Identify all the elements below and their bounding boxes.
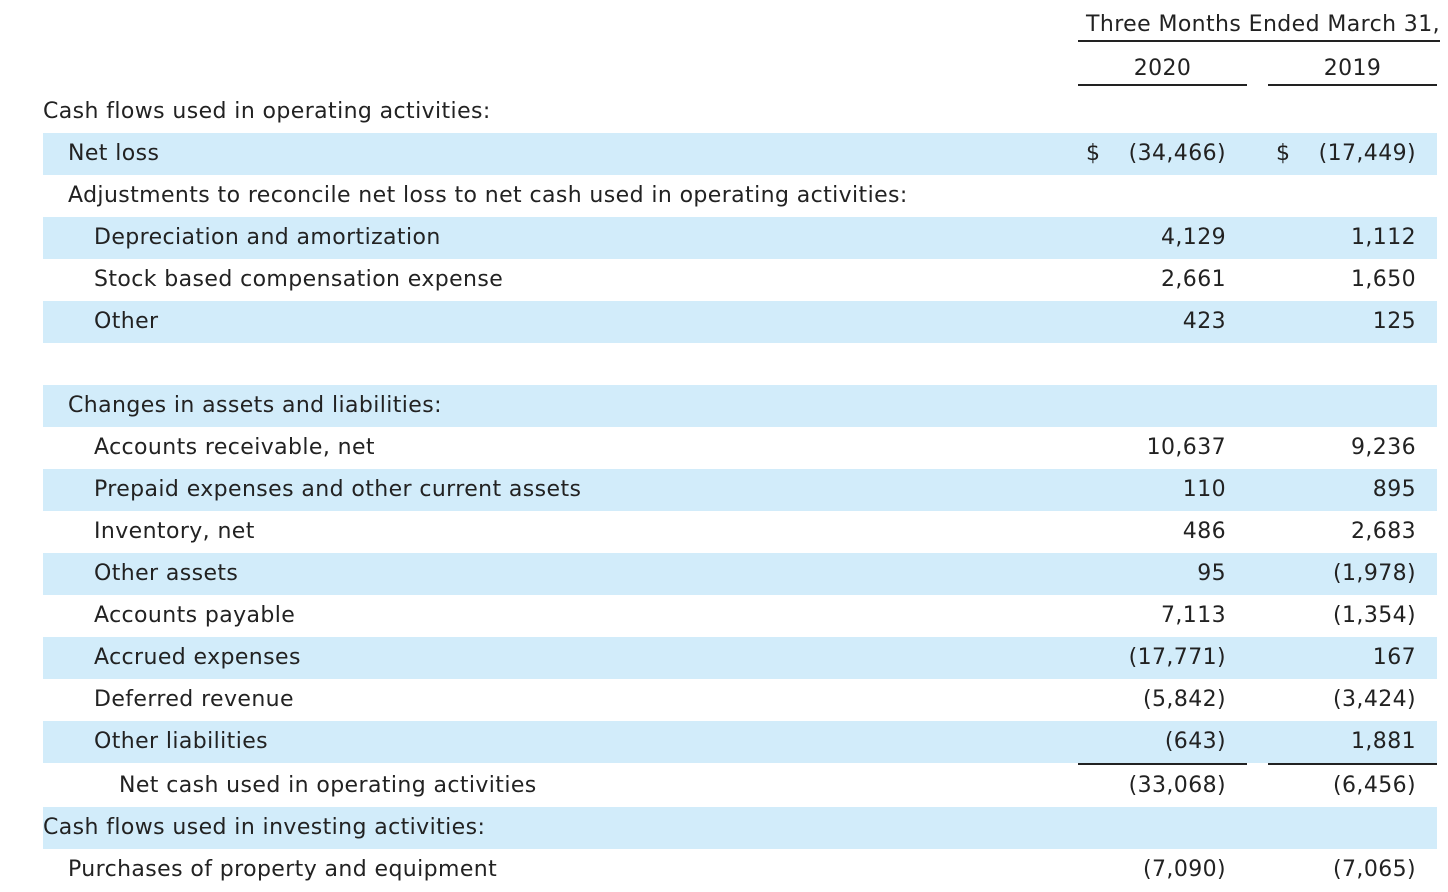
row-label: Purchases of property and equipment: [68, 857, 498, 882]
column-header-2020: 2020: [1078, 54, 1247, 86]
value-2020: (7,090): [1143, 857, 1226, 882]
table-row: Inventory, net 486 2,683: [43, 511, 1437, 553]
row-label: Cash flows used in investing activities:: [43, 815, 486, 840]
subtotal-rule: [1268, 763, 1437, 765]
row-label: Net loss: [68, 141, 160, 166]
value-2019: 1,881: [1351, 729, 1416, 754]
row-label: Stock based compensation expense: [94, 267, 504, 292]
row-label: Cash flows used in operating activities:: [43, 99, 491, 124]
table-row: Other 423 125: [43, 301, 1437, 343]
value-2019: 167: [1372, 645, 1416, 670]
table-row: Stock based compensation expense 2,661 1…: [43, 259, 1437, 301]
value-2020: (643): [1164, 729, 1226, 754]
row-label: Adjustments to reconcile net loss to net…: [68, 183, 908, 208]
currency-symbol: $: [1276, 141, 1291, 166]
row-label: Net cash used in operating activities: [119, 773, 537, 798]
value-2020: 10,637: [1146, 435, 1226, 460]
table-row: Cash flows used in operating activities:: [43, 91, 1437, 133]
table-row: Accounts payable 7,113 (1,354): [43, 595, 1437, 637]
row-label: Accounts receivable, net: [94, 435, 375, 460]
table-row: Prepaid expenses and other current asset…: [43, 469, 1437, 511]
currency-symbol: $: [1086, 141, 1101, 166]
row-label: Other: [94, 309, 159, 334]
table-row: Accounts receivable, net 10,637 9,236: [43, 427, 1437, 469]
value-2019: 1,112: [1351, 225, 1416, 250]
value-2020: (33,068): [1128, 773, 1226, 798]
value-2020: (34,466): [1128, 141, 1226, 166]
row-label: Other liabilities: [94, 729, 269, 754]
table-row: Other liabilities (643) 1,881: [43, 721, 1437, 763]
table-row: Net loss $ (34,466) $ (17,449): [43, 133, 1437, 175]
value-2020: 486: [1182, 519, 1226, 544]
period-header: Three Months Ended March 31,: [1078, 10, 1440, 42]
value-2019: 1,650: [1351, 267, 1416, 292]
table-row-subtotal: Net cash used in operating activities (3…: [43, 765, 1437, 807]
value-2020: 2,661: [1161, 267, 1226, 292]
value-2019: (3,424): [1333, 687, 1416, 712]
value-2019: (1,978): [1333, 561, 1416, 586]
table-row: Other assets 95 (1,978): [43, 553, 1437, 595]
value-2019: 895: [1372, 477, 1416, 502]
value-2019: (6,456): [1333, 773, 1416, 798]
row-label: Other assets: [94, 561, 239, 586]
row-label: Accrued expenses: [94, 645, 301, 670]
value-2019: (7,065): [1333, 857, 1416, 882]
row-label: Accounts payable: [94, 603, 296, 628]
table-row: Deferred revenue (5,842) (3,424): [43, 679, 1437, 721]
value-2019: (17,449): [1318, 141, 1416, 166]
row-label: Prepaid expenses and other current asset…: [94, 477, 582, 502]
table-row: Cash flows used in investing activities:: [43, 807, 1437, 849]
table-row: Adjustments to reconcile net loss to net…: [43, 175, 1437, 217]
value-2020: 110: [1182, 477, 1226, 502]
column-header-2019: 2019: [1268, 54, 1437, 86]
value-2019: 9,236: [1351, 435, 1416, 460]
table-row: Purchases of property and equipment (7,0…: [43, 849, 1437, 891]
table-row-spacer: [43, 343, 1437, 385]
value-2020: 423: [1182, 309, 1226, 334]
value-2020: (17,771): [1128, 645, 1226, 670]
value-2019: 125: [1372, 309, 1416, 334]
table-row: Depreciation and amortization 4,129 1,11…: [43, 217, 1437, 259]
row-label: Deferred revenue: [94, 687, 294, 712]
value-2019: (1,354): [1333, 603, 1416, 628]
row-label: Inventory, net: [94, 519, 255, 544]
row-label: Depreciation and amortization: [94, 225, 441, 250]
value-2020: 7,113: [1161, 603, 1226, 628]
table-row: Accrued expenses (17,771) 167: [43, 637, 1437, 679]
table-row: Changes in assets and liabilities:: [43, 385, 1437, 427]
value-2020: (5,842): [1143, 687, 1226, 712]
row-label: Changes in assets and liabilities:: [68, 393, 442, 418]
subtotal-rule: [1078, 763, 1247, 765]
value-2020: 4,129: [1161, 225, 1226, 250]
value-2019: 2,683: [1351, 519, 1416, 544]
value-2020: 95: [1197, 561, 1226, 586]
